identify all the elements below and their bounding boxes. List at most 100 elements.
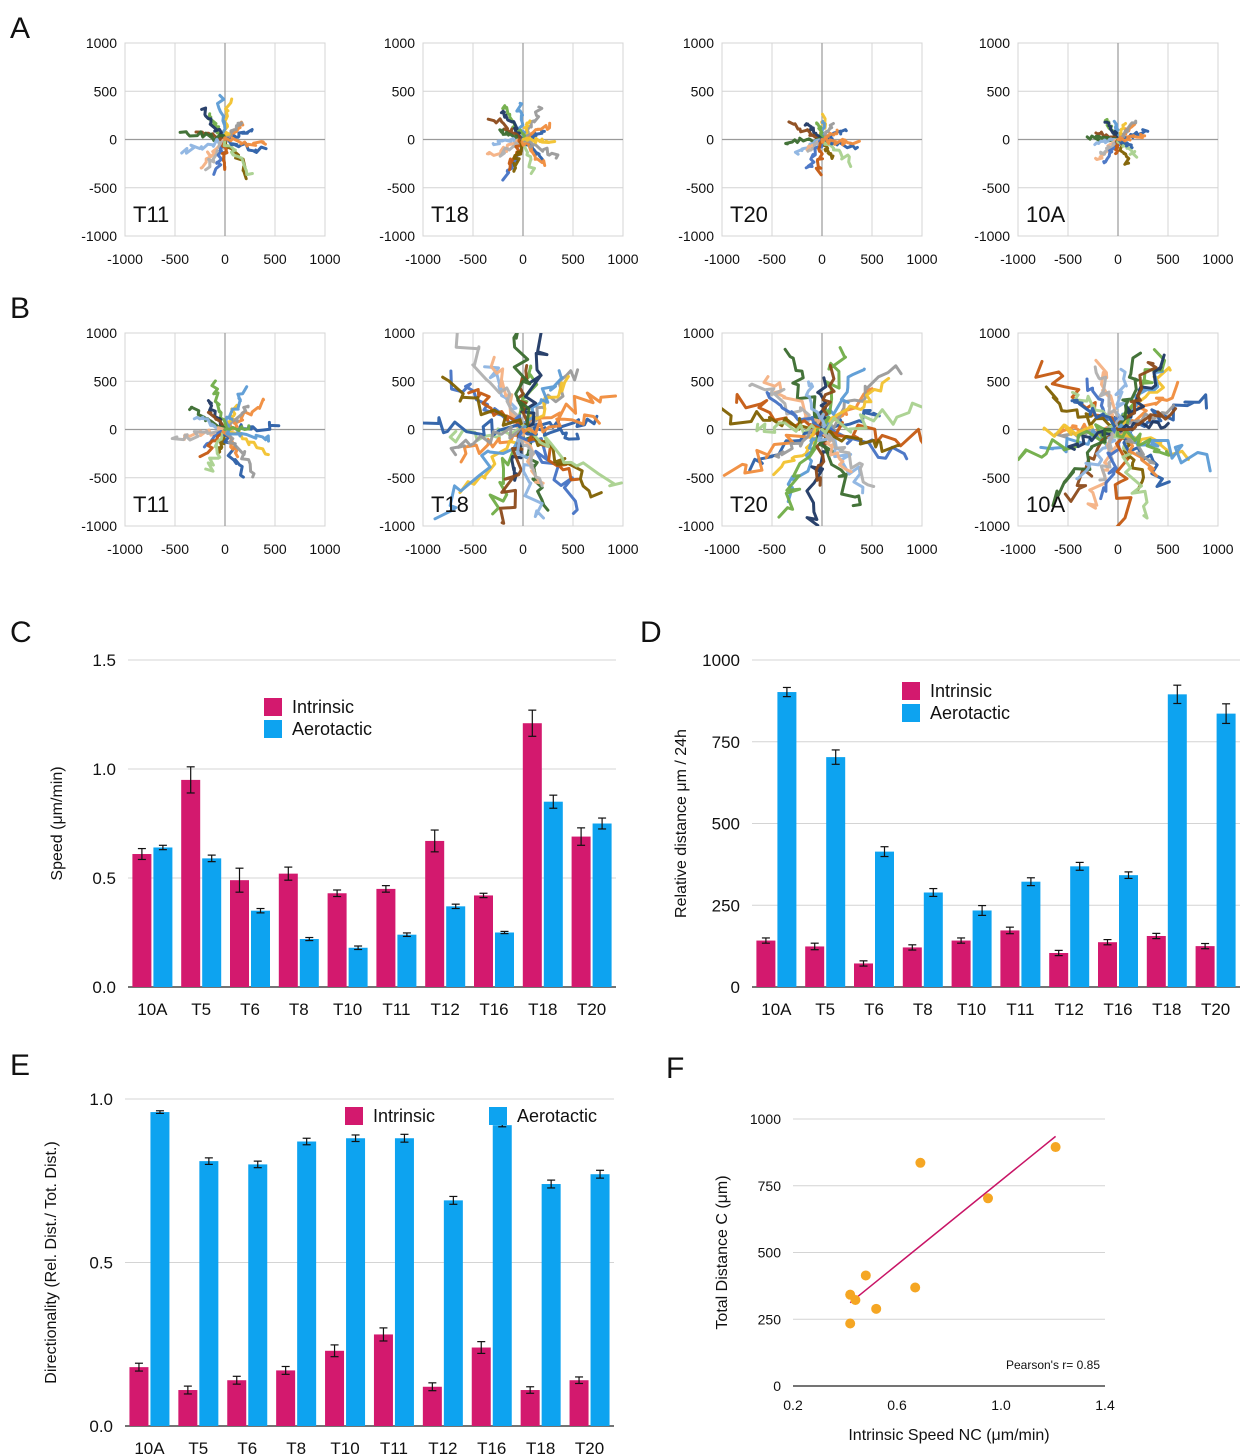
trajectory-track xyxy=(449,425,527,457)
bar-aerotactic xyxy=(346,1138,366,1426)
trajectory-group xyxy=(485,101,560,182)
x-tick-label: 1000 xyxy=(1202,251,1233,267)
y-tick-label: -1000 xyxy=(974,518,1010,534)
trajectory-track xyxy=(820,428,876,488)
x-tick-label: -500 xyxy=(459,251,487,267)
scatter-point xyxy=(871,1303,882,1314)
bar-aerotactic xyxy=(543,801,563,987)
x-tick-label: 1000 xyxy=(309,251,340,267)
trajectory-track xyxy=(521,105,544,141)
trajectory-track xyxy=(223,136,267,148)
legend-label: Aerotactic xyxy=(517,1106,597,1126)
y-tick-label: 500 xyxy=(94,373,118,389)
trajectory-track xyxy=(520,138,547,167)
trajectory-track xyxy=(498,138,525,158)
y-tick-label: -1000 xyxy=(81,518,117,534)
category-label: T11 xyxy=(380,1439,408,1456)
bar-intrinsic xyxy=(520,1390,540,1426)
x-tick-label: -500 xyxy=(161,251,189,267)
y-tick-label: 500 xyxy=(392,83,416,99)
y-axis-label: Directionality (Rel. Dist./ Tot. Dist.) xyxy=(43,1141,60,1383)
x-tick-label: 500 xyxy=(263,251,287,267)
category-label: 10A xyxy=(761,1000,792,1019)
category-label: T5 xyxy=(188,1439,208,1456)
bar-aerotactic xyxy=(777,692,797,987)
y-tick-label: 1.0 xyxy=(89,1090,113,1109)
trajectory-track xyxy=(223,427,270,443)
x-tick-label: -500 xyxy=(1054,251,1082,267)
category-label: T20 xyxy=(575,1439,604,1456)
x-tick-label: -500 xyxy=(758,251,786,267)
scatter-point xyxy=(850,1295,861,1306)
x-tick-label: -1000 xyxy=(107,541,143,557)
bar-aerotactic xyxy=(972,910,992,987)
trajectory-track xyxy=(499,109,525,141)
y-tick-label: 1000 xyxy=(86,325,117,341)
category-label: T18 xyxy=(526,1439,555,1456)
trajectory-track xyxy=(216,93,227,142)
y-tick-label: 500 xyxy=(712,815,740,834)
bar-intrinsic xyxy=(571,836,591,987)
y-tick-label: -1000 xyxy=(678,228,714,244)
category-label: T6 xyxy=(237,1439,257,1456)
bar-aerotactic xyxy=(875,851,894,987)
y-tick-label: 500 xyxy=(392,373,416,389)
y-tick-label: 0 xyxy=(1002,132,1010,148)
x-tick-label: 0 xyxy=(1114,541,1122,557)
y-tick-label: 750 xyxy=(712,733,740,752)
plot-tag: 10A xyxy=(1026,492,1065,517)
category-label: T12 xyxy=(428,1439,457,1456)
y-tick-label: 1000 xyxy=(86,35,117,51)
bar-intrinsic xyxy=(522,723,542,987)
trajectory-group xyxy=(722,346,922,526)
bar-intrinsic xyxy=(854,963,873,987)
scatter-point xyxy=(983,1193,993,1204)
plot-tag: T18 xyxy=(431,492,469,517)
legend-label: Intrinsic xyxy=(292,697,354,717)
category-label: T12 xyxy=(1055,1000,1084,1019)
x-tick-label: 1000 xyxy=(607,251,638,267)
bar-intrinsic xyxy=(805,946,825,987)
trajectory-track xyxy=(815,121,824,141)
y-tick-label: -500 xyxy=(982,470,1010,486)
trajectory-track xyxy=(804,380,827,431)
trajectory-track xyxy=(820,138,853,168)
category-label: 10A xyxy=(137,1000,168,1019)
y-tick-label: 500 xyxy=(94,83,118,99)
y-tick-label: 500 xyxy=(691,83,715,99)
y-tick-label: 1000 xyxy=(683,35,714,51)
x-tick-label: 0 xyxy=(519,251,527,267)
legend-swatch-aerotactic xyxy=(264,720,282,738)
trajectory-group xyxy=(170,379,281,479)
bar-intrinsic xyxy=(1146,935,1166,987)
bar-intrinsic xyxy=(756,940,776,987)
bar-intrinsic xyxy=(129,1367,149,1426)
trajectory-track xyxy=(512,333,532,431)
bar-aerotactic xyxy=(251,910,270,987)
y-tick-label: -500 xyxy=(686,180,714,196)
trajectory-track xyxy=(521,413,601,435)
category-label: T18 xyxy=(1152,1000,1181,1019)
y-tick-label: -1000 xyxy=(678,518,714,534)
bar-aerotactic xyxy=(443,1200,463,1426)
trajectory-track xyxy=(1071,390,1120,431)
trajectory-track xyxy=(820,428,901,453)
trajectory-track xyxy=(223,385,249,431)
trajectory-track xyxy=(786,428,828,504)
y-axis-label: Speed (μm/min) xyxy=(49,766,66,880)
bar-aerotactic xyxy=(397,934,417,987)
trajectory-group xyxy=(784,112,861,177)
trajectory-group xyxy=(178,93,268,181)
category-label: 10A xyxy=(134,1439,165,1456)
y-tick-label: 1000 xyxy=(683,325,714,341)
x-tick-label: -1000 xyxy=(1000,541,1036,557)
x-tick-label: 500 xyxy=(263,541,287,557)
chart-layer: 1000 500 0 -500 -1000 -1000 -500 0 500 1000 T11 100… xyxy=(43,35,1240,1456)
x-tick-label: -1000 xyxy=(107,251,143,267)
bar-aerotactic xyxy=(394,1138,414,1426)
category-label: T5 xyxy=(191,1000,211,1019)
trajectory-track xyxy=(486,117,525,141)
trajectory-track xyxy=(223,424,251,432)
bar-intrinsic xyxy=(1049,952,1069,987)
bar-aerotactic xyxy=(1167,694,1187,987)
